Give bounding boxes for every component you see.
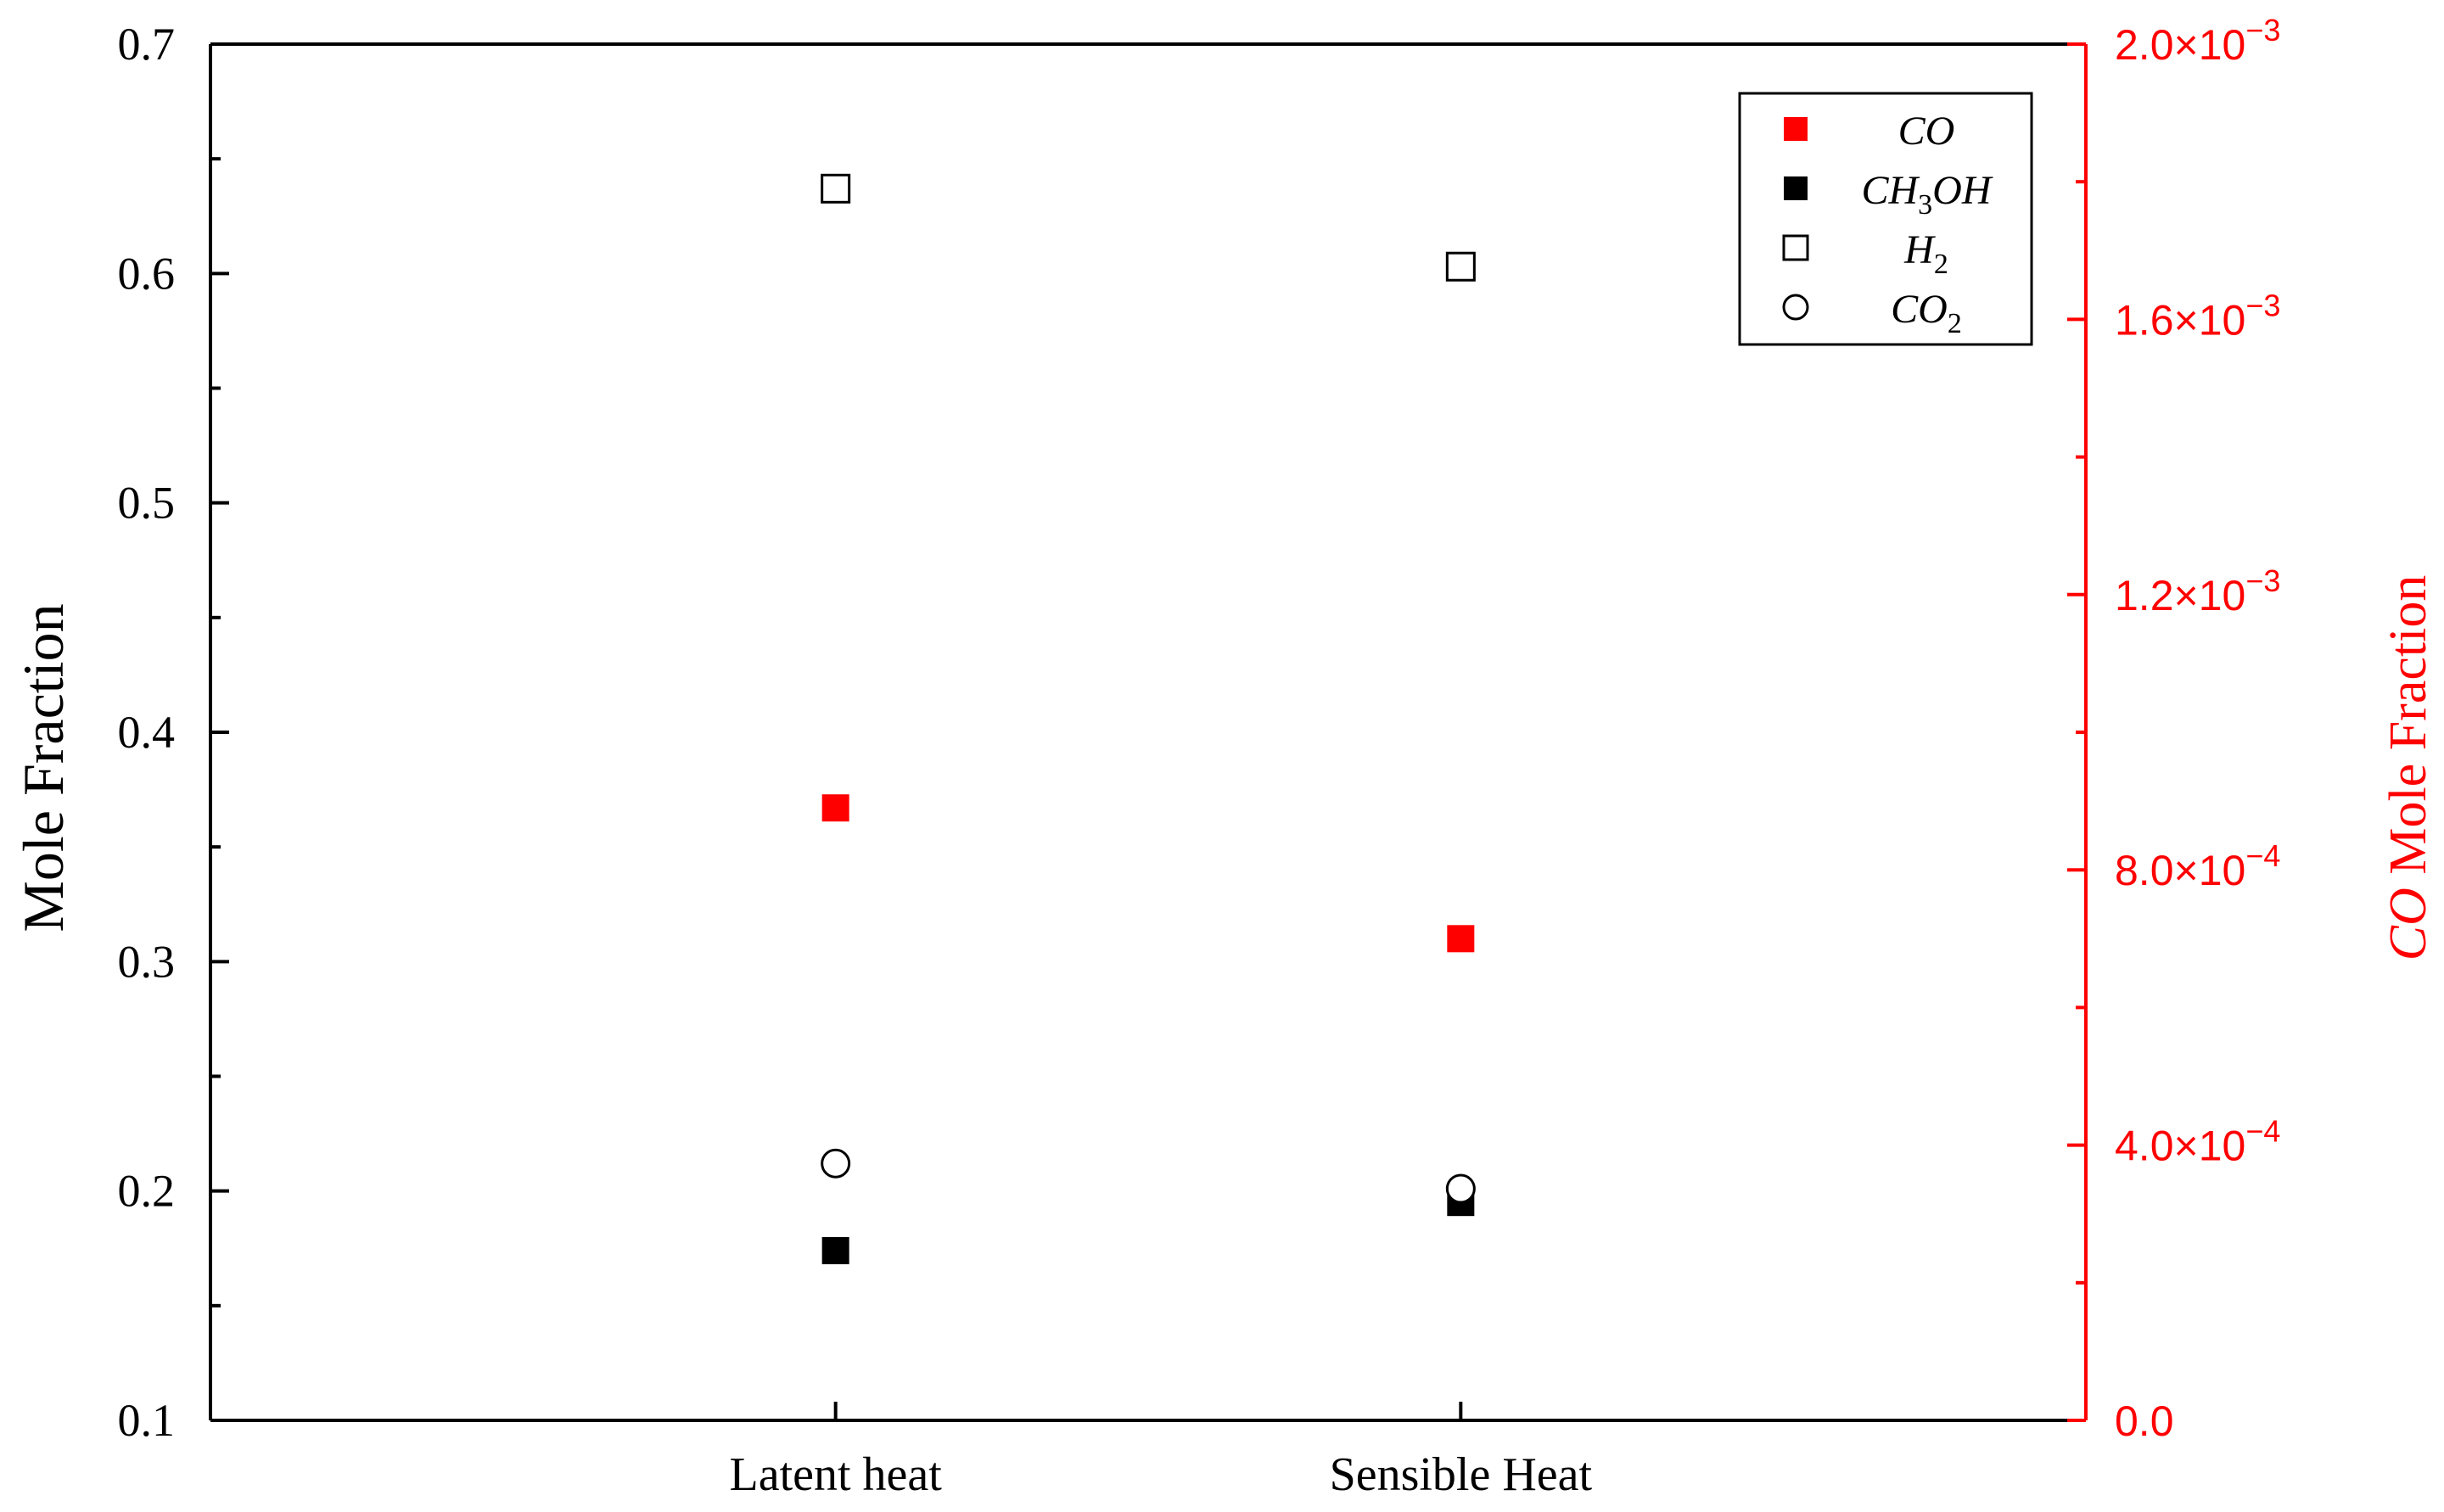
left-tick-label: 0.1	[118, 1395, 176, 1446]
left-tick-label: 0.6	[118, 248, 176, 299]
legend-label-main: CO	[1891, 287, 1948, 332]
data-point-co	[1447, 925, 1475, 953]
data-point-co2	[1445, 1173, 1476, 1204]
legend-label-subscript: 2	[1948, 308, 1962, 339]
right-tick-mantissa: 2.0×10	[2115, 21, 2245, 69]
legend-marker	[1782, 294, 1809, 321]
right-tick-label: 8.0×10−4	[2115, 838, 2280, 894]
left-tick-label: 0.5	[118, 478, 176, 529]
right-tick-exponent: −3	[2245, 563, 2280, 598]
legend-marker	[1782, 234, 1809, 261]
left-tick-label: 0.2	[118, 1166, 176, 1217]
data-point-co	[821, 794, 849, 822]
legend-label-tail: OH	[1932, 168, 1993, 213]
right-tick-label: 4.0×10−4	[2115, 1114, 2280, 1170]
data-points	[821, 173, 1476, 1264]
right-tick-exponent: −3	[2245, 288, 2280, 322]
legend-label-main: H	[1903, 227, 1936, 272]
right-tick-exponent: −3	[2245, 13, 2280, 48]
left-tick-label: 0.7	[118, 19, 176, 70]
legend-label: CO	[1898, 109, 1955, 154]
right-tick-mantissa: 8.0×10	[2115, 847, 2245, 894]
right-tick-label: 2.0×10−3	[2115, 13, 2280, 69]
right-tick-label: 1.6×10−3	[2115, 288, 2280, 344]
y-axis-title-left: Mole Fraction	[11, 603, 76, 932]
legend-label: CH3OH	[1861, 168, 1993, 221]
legend-label-main: CO	[1898, 109, 1955, 154]
right-tick-mantissa: 1.2×10	[2115, 572, 2245, 619]
left-y-axis: 0.1 0.2 0.3 0.4 0.5 0.6 0.7	[118, 19, 229, 1446]
x-tick-label: Latent heat	[730, 1448, 943, 1501]
legend-label-subscript: 2	[1934, 249, 1948, 280]
right-tick-exponent: −4	[2245, 1114, 2280, 1149]
right-tick-label: 1.2×10−3	[2115, 563, 2280, 619]
right-tick-label: 0.0	[2115, 1397, 2174, 1445]
left-tick-label: 0.3	[118, 936, 176, 987]
legend-label-subscript: 3	[1918, 189, 1932, 221]
y-axis-title-right-rest: Mole Fraction	[2380, 575, 2437, 888]
legend-label-main: CH	[1861, 168, 1920, 213]
legend-marker	[1784, 176, 1808, 200]
data-point-co2	[821, 1148, 851, 1179]
legend-label: CO2	[1891, 287, 1962, 339]
y-axis-title-right: CO Mole Fraction	[2380, 575, 2437, 961]
data-point-h2	[821, 173, 851, 204]
right-tick-mantissa: 4.0×10	[2115, 1123, 2245, 1170]
x-tick-label: Sensible Heat	[1330, 1448, 1593, 1501]
right-y-axis: 0.04.0×10−48.0×10−41.2×10−31.6×10−32.0×1…	[2067, 13, 2280, 1445]
y-axis-title-right-italic: CO	[2380, 888, 2437, 960]
left-tick-label: 0.4	[118, 707, 176, 758]
legend-label: H2	[1903, 227, 1948, 280]
right-tick-exponent: −4	[2245, 838, 2280, 873]
right-tick-mantissa: 1.6×10	[2115, 296, 2245, 344]
legend-marker	[1784, 117, 1808, 141]
data-point-h2	[1445, 251, 1476, 282]
x-axis: Latent heat Sensible Heat	[730, 1402, 1593, 1501]
right-tick-mantissa: 0.0	[2115, 1397, 2174, 1445]
data-point-ch3oh	[821, 1236, 849, 1264]
